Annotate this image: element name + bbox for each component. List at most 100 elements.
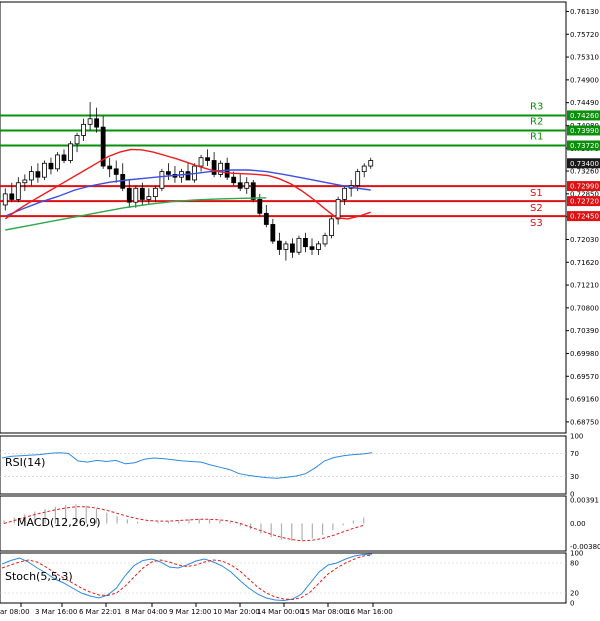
candle-body [113,168,119,175]
stoch-label: Stoch(5,5,3) [5,570,73,583]
candle-body [74,135,80,145]
candle-body [87,118,93,125]
candle-body [185,171,191,181]
candle-body [329,218,334,236]
candle-body [335,199,341,220]
time-tick-label: 6 Mar 22:01 [79,608,121,616]
candle-body [270,224,276,242]
rsi-tick-label: 70 [570,450,579,458]
price-tick-label: 0.73260 [570,168,599,176]
candle-body [205,157,210,161]
stoch-tick-label: 100 [570,550,583,558]
price-tick-label: 0.70390 [570,327,599,335]
level-name-r1: R1 [530,131,543,142]
price-pane: 0.761300.757200.753100.749000.744900.740… [0,8,600,616]
rsi-tick-label: 0 [570,491,574,499]
candle-body [290,243,295,253]
stoch-pane-frame [0,552,567,604]
candle-body [68,143,73,161]
rsi-label: RSI(14) [5,456,45,469]
candle-body [355,171,361,186]
candle-body [276,240,282,250]
rsi-tick-label: 30 [570,473,579,481]
level-price-box [567,140,600,151]
candle-body [263,212,269,225]
candle-body [237,182,243,189]
candle-body [296,237,302,253]
stoch-tick-label: 20 [570,590,579,598]
macd-pane-frame [0,495,567,552]
candle-body [368,160,374,167]
candle-body [303,237,308,248]
candle-body [22,179,28,184]
candle-body [42,162,47,178]
level-price-label: 0.72990 [570,183,599,191]
candle-body [152,187,158,198]
candle-body [2,193,8,206]
price-tick-label: 0.75720 [570,31,599,39]
candle-body [218,162,224,175]
rsi-tick-label: 100 [570,433,583,441]
last-price-box [567,158,600,169]
level-price-box [567,181,600,192]
candle-body [35,171,41,178]
macd-tick-label: -0.003806 [570,543,600,551]
indicator-labels: RSI(14) MACD(12,26,9) Stoch(5,5,3) [5,456,101,583]
candle-body [61,154,67,161]
price-tick-label: 0.72850 [570,190,599,198]
candle-body [146,196,152,200]
price-tick-label: 0.69160 [570,396,599,404]
rsi-line [1,452,373,479]
ma-green-line [5,197,267,231]
candle-body [55,154,60,170]
time-tick-label: 14 Mar 00:00 [257,608,304,616]
macd-tick-label: 0.00 [570,520,586,528]
candle-body [15,182,21,200]
stoch-tick-label: 0 [570,600,574,608]
ma-blue-line [5,169,371,217]
price-tick-label: 0.76130 [570,8,599,16]
level-price-box [567,125,600,136]
stoch-d-line [1,554,373,601]
price-tick-label: 0.74490 [570,99,599,107]
candle-body [94,118,100,128]
candle-body [342,187,348,200]
candle-body [257,199,263,214]
level-name-s3: S3 [530,218,543,229]
level-name-r3: R3 [530,101,543,112]
time-tick-label: 16 Mar 16:00 [346,608,393,616]
candle-body [250,182,256,200]
level-price-box [567,110,600,121]
level-price-label: 0.73720 [570,142,599,150]
price-tick-label: 0.69980 [570,350,599,358]
x-axis: ar 08:00 3 Mar 16:00 6 Mar 22:01 8 Mar 04:0… [0,603,393,616]
price-tick-label: 0.71620 [570,259,599,267]
candle-body [133,187,139,203]
last-price-label: 0.73400 [570,160,599,168]
candle-body [211,160,217,175]
time-tick-label: ar 08:00 [0,608,30,616]
macd-label: MACD(12,26,9) [17,516,101,529]
candle-body [107,165,113,170]
candle-body [100,126,106,167]
candle-body [28,171,34,181]
time-tick-label: 15 Mar 08:00 [301,608,348,616]
time-tick-label: 10 Mar 20:00 [213,608,260,616]
level-name-s1: S1 [530,188,543,199]
main-pane-frame [0,1,567,434]
level-price-box [567,211,600,222]
macd-signal-line [3,506,364,542]
time-tick-label: 9 Mar 12:00 [169,608,211,616]
time-tick-label: 8 Mar 04:00 [125,608,167,616]
candle-body [309,246,315,250]
candle-body [81,123,86,136]
candle-body [48,162,54,170]
candle-body [361,165,367,173]
time-tick-label: 3 Mar 16:00 [35,608,77,616]
rsi-pane-frame [0,435,567,495]
level-price-label: 0.73990 [570,127,599,135]
price-tick-label: 0.75310 [570,54,599,62]
candle-body [166,171,171,175]
